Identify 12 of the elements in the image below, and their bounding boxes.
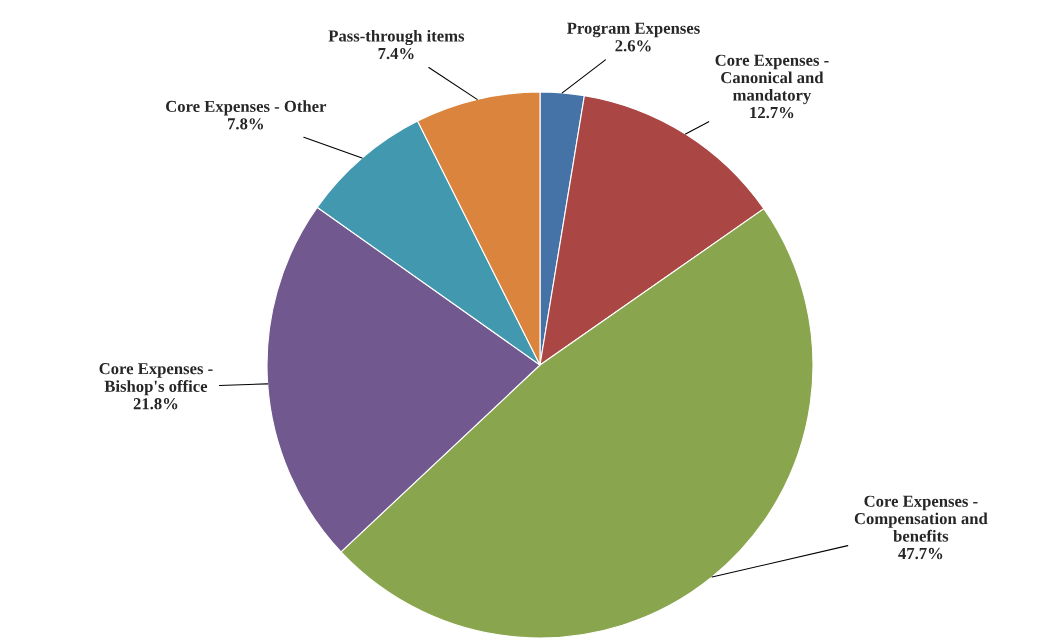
data-label: 12.7% (750, 106, 794, 119)
data-label: 21.8% (133, 398, 178, 410)
data-label: 47.7% (898, 547, 943, 560)
data-label: 2.6% (615, 40, 651, 52)
data-label: 7.4% (378, 47, 414, 60)
slice-label: Pass-through items (328, 29, 465, 46)
slice-label: Core Expenses - Other (166, 100, 327, 116)
slice-label: Program Expenses (567, 22, 700, 38)
slice-label: Core Expenses - Bishop's office (99, 363, 213, 396)
slice-label: Core Expenses - Canonical and mandatory (715, 54, 829, 105)
data-label: 7.8% (228, 118, 264, 130)
slice-label: Core Expenses - Compensation and benefits (854, 495, 988, 542)
